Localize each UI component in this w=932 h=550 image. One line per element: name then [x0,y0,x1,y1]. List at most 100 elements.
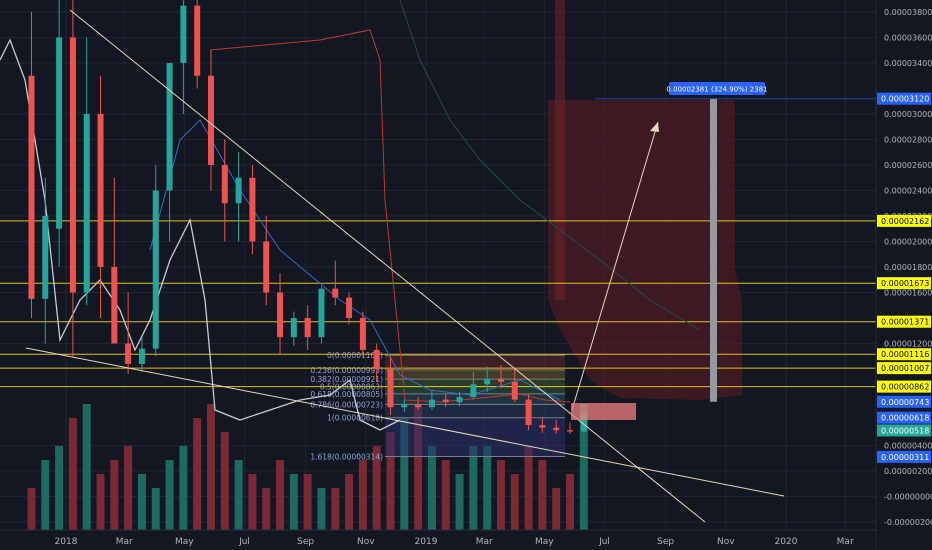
fib-zone [385,404,565,418]
volume-bar [179,446,188,530]
candle-body [373,349,380,369]
candle-body [152,190,159,349]
kijun-line [209,29,571,403]
candle-body [277,292,284,338]
fib-zone [385,355,565,370]
volume-bar [220,432,229,530]
volume-bar [82,404,91,530]
x-tick-label: Sep [297,537,314,547]
price-badge-label: 0.00001673 [881,279,929,288]
volume-bar [579,404,588,530]
volume-bar [27,488,36,530]
projection-arrowhead [650,122,659,132]
volume-bar [303,474,312,530]
x-tick-label: Mar [837,537,854,547]
volume-bar [165,460,174,530]
volume-bar [372,446,381,530]
y-tick-label: 0.00002800 [884,136,932,145]
candle-body [525,399,532,426]
time-axis: 2018 Mar May Jul Sep Nov 2019 Mar May Jul Sep Nov 20… [0,529,876,547]
price-badge-label: 0.00000743 [881,398,929,407]
y-tick-label: 0.00003400 [884,59,932,68]
candle-body [221,165,228,204]
y-tick-label: 0.00001800 [884,263,932,272]
y-tick-label: 0.00001600 [884,289,932,298]
volume-bar [151,488,160,530]
price-badge-label: 0.00002162 [881,217,929,226]
volume-bar [345,474,354,530]
volume-bar [331,488,340,530]
x-tick-label: Nov [357,537,375,547]
ichimoku-cloud [548,0,742,400]
y-tick-label: -0.00000000 [884,493,932,502]
volume-bar [206,404,215,530]
volume-bar [137,474,146,530]
volume-bars [27,404,588,530]
candle-body [56,37,63,229]
price-badge [877,92,931,105]
price-badge-label: 0.00003120 [881,95,929,104]
volume-bar [110,460,119,530]
fib-label: 0.786(0.00000723) [310,400,383,409]
candle-body [567,430,573,432]
candle-body [484,379,491,385]
volume-bar [124,446,133,530]
volume-bar [386,432,395,530]
measure-label: 0.00002381 (324.90%) 2381 [666,86,767,94]
candle-body [194,5,201,76]
x-tick-label: Sep [657,537,674,547]
x-tick-label: 2020 [775,537,798,547]
projection-arrow [571,121,659,411]
volume-bar [552,488,561,530]
candle-body [580,413,587,432]
fib-label: 1.618(0.00000314) [310,452,383,461]
candle-body [83,114,90,293]
volume-bar [496,460,505,530]
x-tick-label: Nov [717,537,735,547]
fib-zone [385,379,565,387]
volume-bar [68,418,77,530]
candle-body [359,318,366,350]
fib-label: 0.382(0.00000921) [310,375,383,384]
volume-bar [427,446,436,530]
candle-body [28,75,35,299]
candle-body [415,404,422,408]
fib-label: 0.236(0.00000993) [310,366,383,375]
candle-body [180,5,187,63]
price-badge [877,277,931,290]
candle-body [497,379,504,382]
volume-bar [262,488,271,530]
candle-body [470,384,477,398]
candle-body [207,75,214,165]
y-tick-label: 0.00000200 [884,467,932,476]
price-badge-label: 0.00000518 [881,426,929,435]
candle-body [138,348,145,364]
fib-zone [385,369,565,380]
candle-body [332,288,339,298]
candle-body [553,427,560,431]
candle-body [125,343,132,364]
candle-body [290,318,297,338]
x-tick-label: Jul [598,537,610,547]
measure-badge [669,82,765,95]
lagging-span [399,0,701,331]
price-badge [877,348,931,361]
x-tick-label: May [535,537,554,547]
indicator-lines [0,0,701,431]
price-badge [877,450,931,463]
measure-bar [710,98,717,402]
price-badge-label: 0.00000618 [881,414,929,423]
ma-line [0,38,401,431]
price-badge [877,214,931,227]
price-badge [877,380,931,393]
descending-trendline [69,9,706,523]
price-badge [877,315,931,328]
volume-bar [55,446,64,530]
lower-trendline [25,347,785,497]
candle-body [249,177,256,242]
price-badge-label: 0.00000311 [881,453,929,462]
volume-bar [289,474,298,530]
y-tick-label: -0.00000200 [884,518,932,527]
